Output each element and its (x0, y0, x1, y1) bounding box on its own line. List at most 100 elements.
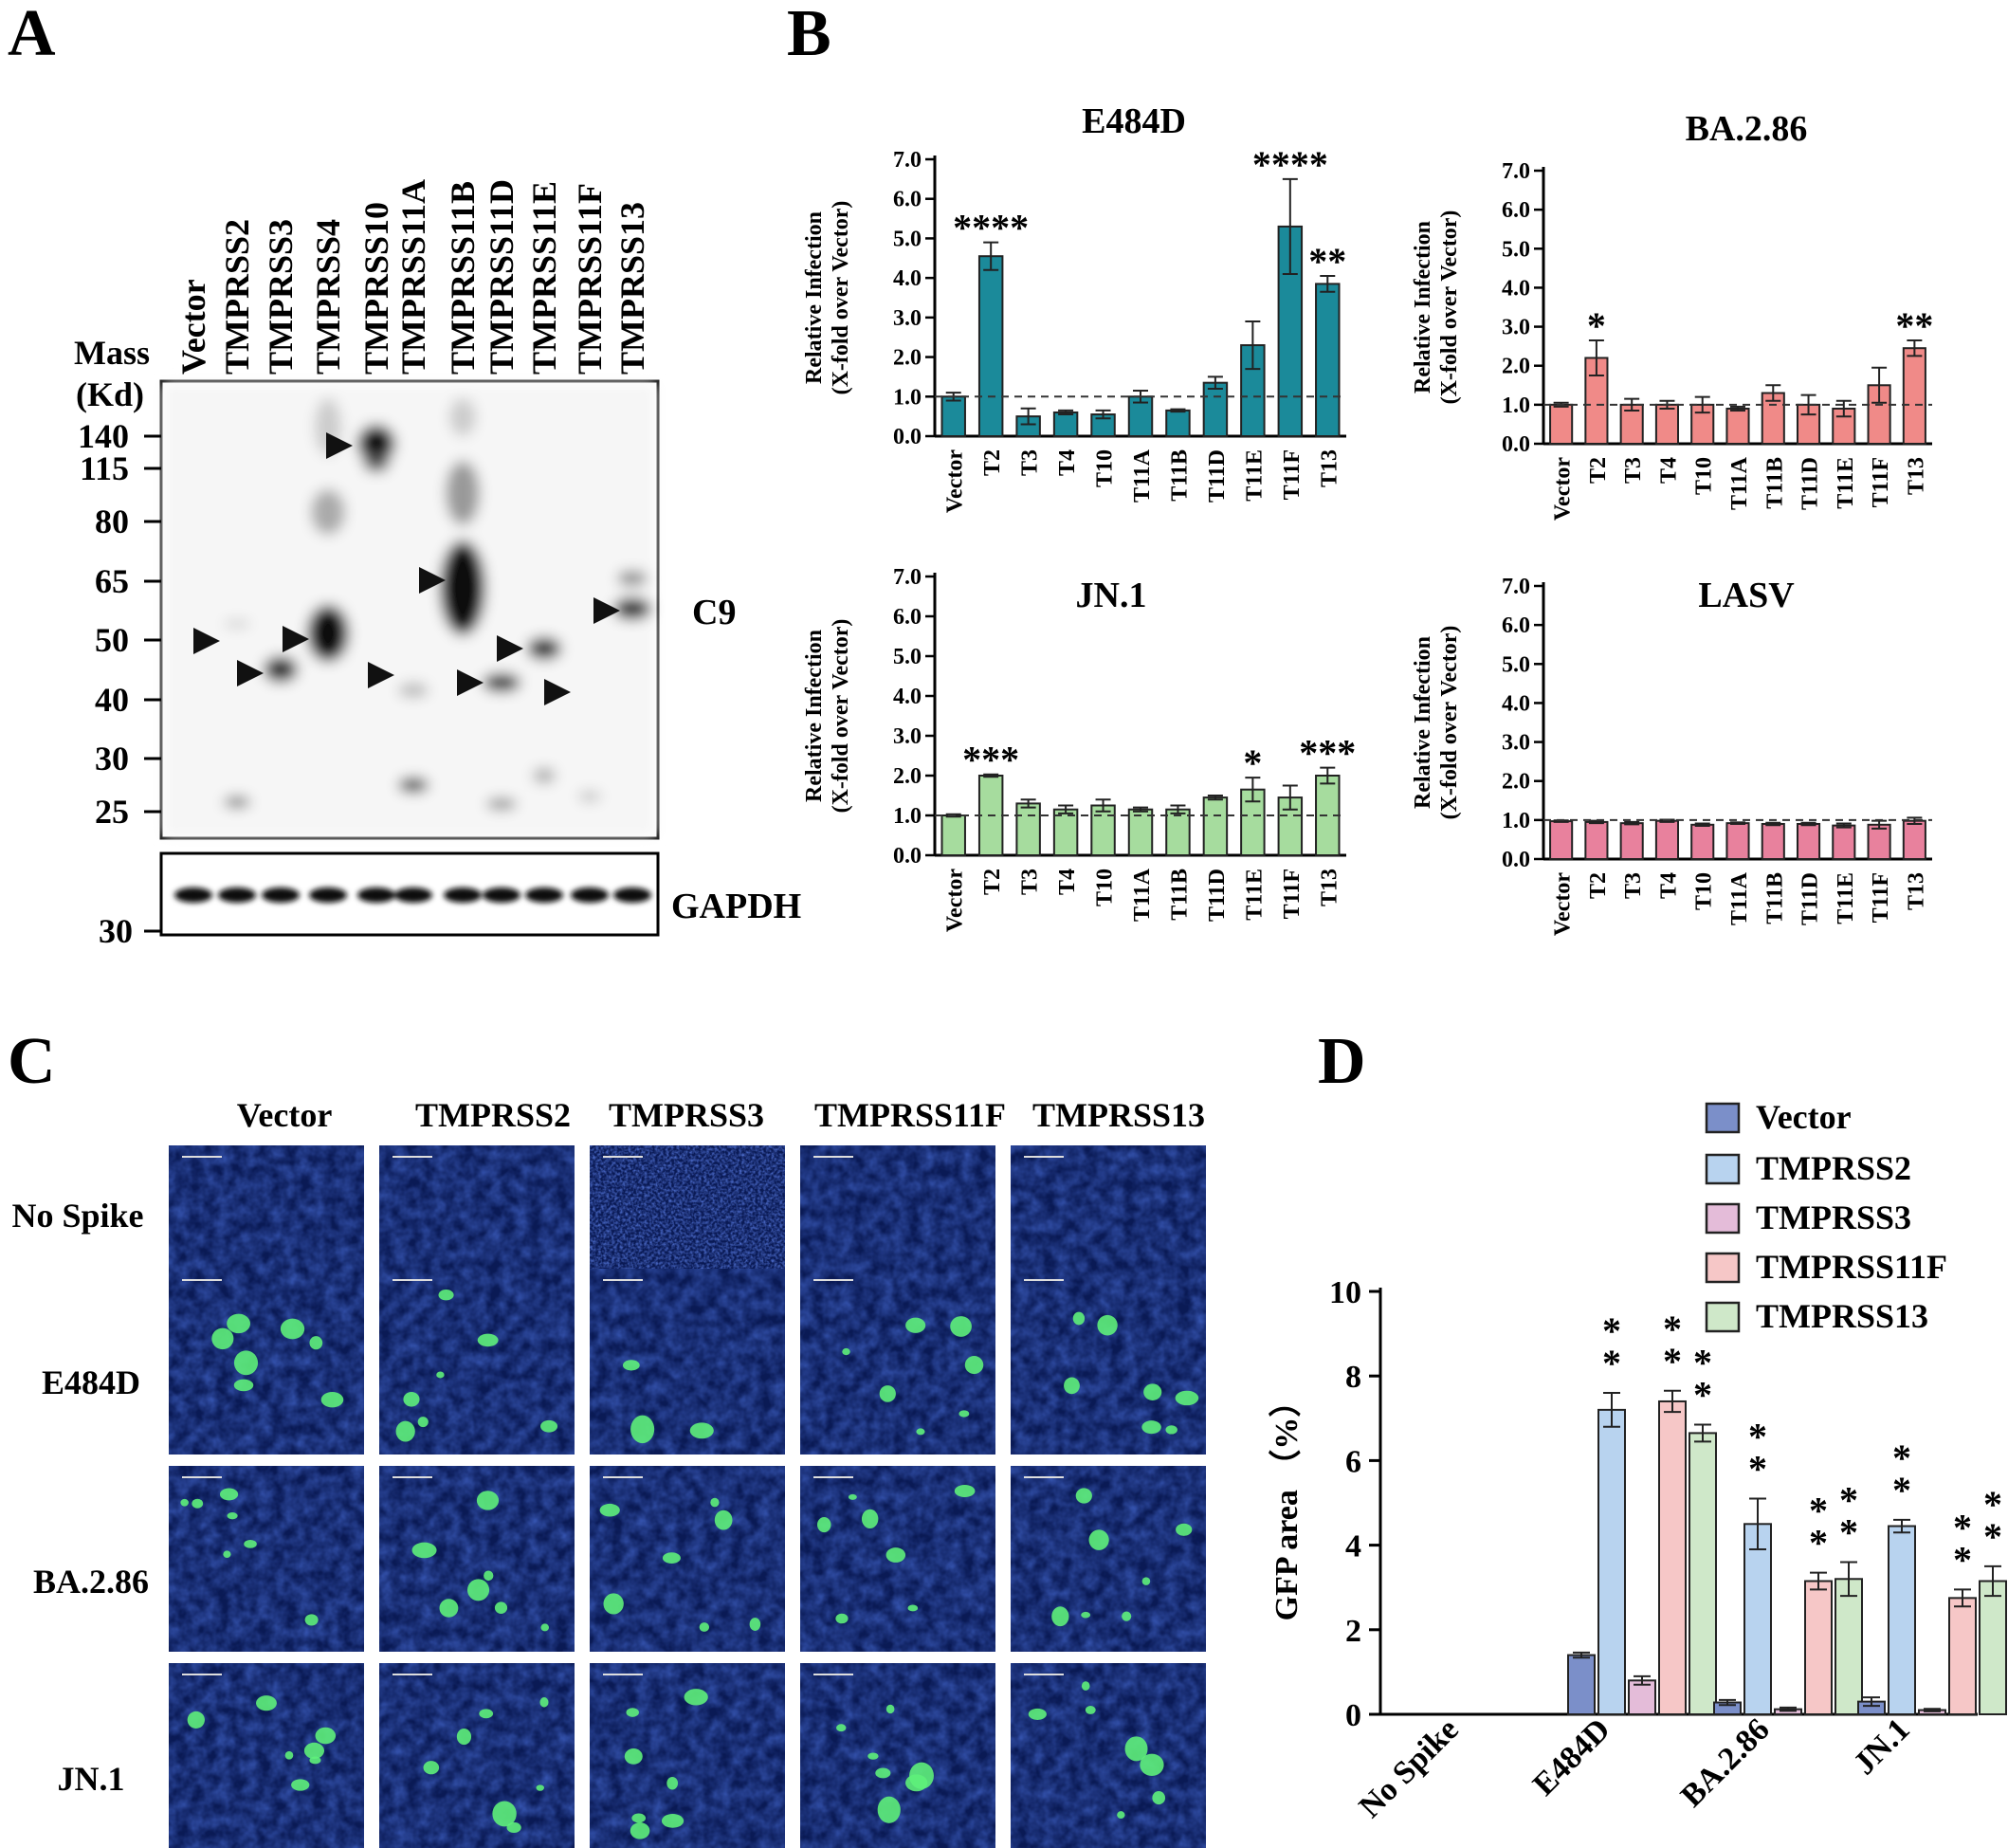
category-label-t11d: T11D (1798, 457, 1823, 510)
gapdh-band (613, 887, 651, 903)
gfp-cell (1081, 1611, 1091, 1619)
gapdh-band (483, 887, 520, 903)
gfp-cell (1141, 1577, 1151, 1585)
category-label-t4: T4 (1656, 457, 1681, 484)
row-label-no-spike: No Spike (11, 1197, 143, 1235)
gfp-cell (233, 1379, 254, 1392)
significance-label: ** (1839, 1478, 1858, 1553)
gfp-cell (411, 1542, 437, 1559)
gfp-cell (456, 1728, 472, 1746)
y-tick-label: 1.0 (893, 804, 922, 829)
y-tick-label: 4.0 (1502, 276, 1530, 301)
lane-labels: Vector TMPRSS2 TMPRSS3 TMPRSS4 TMPRSS10 TMPRS… (174, 179, 651, 375)
y-tick-label: 4 (1345, 1529, 1361, 1564)
lane-label-tmprss10: TMPRSS10 (357, 202, 395, 375)
gfp-cell (1124, 1736, 1148, 1762)
y-axis-label-1: Relative Infection (802, 630, 827, 802)
bar-vector (1549, 403, 1574, 446)
category-label-t11b: T11B (1167, 869, 1192, 921)
bar-t4 (1052, 411, 1079, 438)
mass-label: Mass (74, 334, 150, 372)
y-axis-label-2: (X-fold over Vector) (1437, 626, 1462, 820)
bar-tmprss11f-jn-1 (1948, 1597, 1977, 1715)
gfp-cell (666, 1776, 679, 1790)
micrograph-ba-2-86-tmprss13 (1011, 1466, 1206, 1652)
bar-t2 (977, 255, 1004, 438)
category-label-t11f: T11F (1280, 449, 1305, 500)
gfp-cell (905, 1317, 926, 1333)
y-tick-label: 6 (1345, 1444, 1361, 1479)
chart-title: JN.1 (1076, 576, 1147, 615)
gapdh-marker-label: 30 (99, 912, 133, 950)
significance-label: ** (1663, 1308, 1682, 1382)
gfp-cell (395, 1420, 415, 1442)
gfp-cell (436, 1371, 445, 1379)
mass-marker-30: 30 (95, 740, 129, 778)
lane-label-tmprss11b: TMPRSS11B (444, 181, 482, 375)
column-label-vector: Vector (237, 1096, 333, 1134)
y-axis-label: GFP area （%） (1268, 1385, 1305, 1621)
lane-label-tmprss11f: TMPRSS11F (571, 183, 609, 375)
mass-marker-25: 25 (95, 793, 129, 831)
bar-tmprss13-ba-2-86 (1835, 1578, 1863, 1716)
micrograph-ba-2-86-tmprss3 (590, 1466, 785, 1652)
gfp-cell (1117, 1811, 1125, 1820)
gfp-cell (1085, 1706, 1096, 1714)
gfp-cell (885, 1547, 906, 1563)
gfp-cell (630, 1415, 655, 1444)
category-label-t11f: T11F (1280, 869, 1305, 919)
lane-label-tmprss11a: TMPRSS11A (394, 179, 432, 375)
y-tick-label: 3.0 (893, 306, 922, 331)
significance-label: ** (1748, 1416, 1767, 1491)
chart-title: LASV (1698, 576, 1795, 615)
c9-blot-bands (163, 383, 656, 836)
significance-label: **** (1252, 143, 1328, 186)
bar-t11b (1165, 409, 1191, 437)
micrograph-e484d-tmprss11f (800, 1269, 995, 1455)
group-label-no-spike: No Spike (1353, 1711, 1466, 1824)
arrowhead-marker (593, 597, 620, 624)
significance-label: * (1587, 304, 1606, 347)
panel-label-a: A (8, 0, 56, 70)
y-axis-label-1: Relative Infection (802, 211, 827, 384)
y-tick-label: 3.0 (893, 724, 922, 749)
y-tick-label: 2.0 (1502, 355, 1530, 379)
bar-t11a (1127, 808, 1154, 857)
y-tick-label: 3.0 (1502, 316, 1530, 340)
y-tick-label: 7.0 (893, 148, 922, 173)
gfp-cell (879, 1385, 896, 1402)
micrograph-ba-2-86-tmprss11f (800, 1466, 995, 1652)
gfp-cell (749, 1618, 761, 1631)
bar-t10 (1090, 804, 1116, 856)
category-label-t10: T10 (1692, 457, 1717, 495)
gfp-cell (484, 1570, 494, 1582)
chart-title: BA.2.86 (1686, 109, 1808, 149)
gfp-cell (875, 1767, 891, 1779)
gapdh-band (571, 887, 609, 903)
category-label-t11d: T11D (1205, 869, 1230, 922)
bar-tmprss2-e484d (1597, 1408, 1626, 1715)
bar-tmprss3-e484d (1628, 1679, 1656, 1715)
legend-label-vector: Vector (1756, 1098, 1852, 1136)
gfp-cell (1088, 1529, 1109, 1550)
gfp-cell (714, 1510, 733, 1530)
gfp-cell (540, 1623, 550, 1632)
gfp-cell (626, 1708, 639, 1717)
bar-tmprss11f-e484d (1658, 1400, 1687, 1715)
y-tick-label: 6.0 (1502, 613, 1530, 638)
arrowhead-marker (544, 679, 571, 705)
bar-t2 (1584, 820, 1609, 861)
legend-label-tmprss3: TMPRSS3 (1756, 1198, 1911, 1236)
category-label-t11e: T11E (1834, 457, 1858, 509)
significance-label: **** (953, 207, 1029, 249)
lane-label-tmprss11e: TMPRSS11E (525, 181, 563, 375)
category-label-t2: T2 (1586, 872, 1611, 899)
gapdh-band (174, 887, 212, 903)
chart-title: E484D (1082, 101, 1186, 141)
y-tick-label: 0 (1345, 1698, 1361, 1733)
category-label-t11e: T11E (1242, 449, 1267, 502)
gfp-cell (836, 1724, 847, 1732)
bar-t13 (1315, 283, 1341, 437)
gapdh-bands (174, 887, 651, 903)
